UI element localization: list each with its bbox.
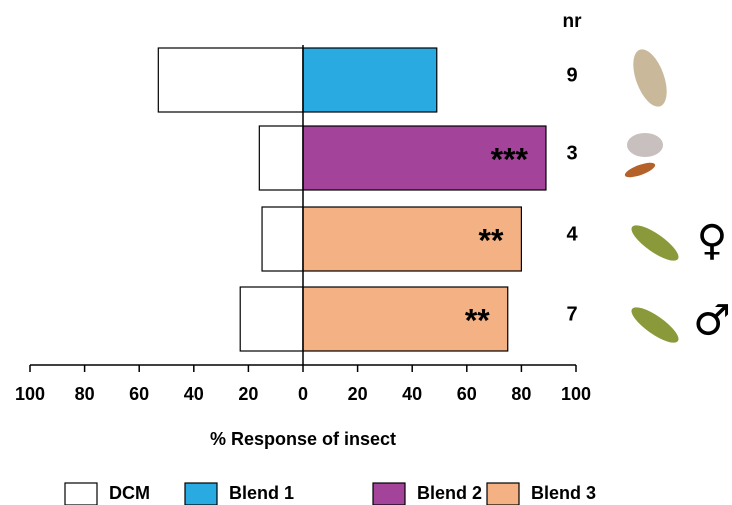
sex-label: ♀: [697, 216, 728, 265]
x-tick-label: 40: [184, 384, 204, 404]
legend-label: Blend 3: [531, 483, 596, 503]
x-tick-label: 100: [15, 384, 45, 404]
significance-label: ***: [491, 141, 529, 177]
x-tick-label: 0: [298, 384, 308, 404]
x-tick-label: 100: [561, 384, 591, 404]
x-tick-label: 40: [402, 384, 422, 404]
x-tick-label: 20: [348, 384, 368, 404]
insect-images: [623, 45, 683, 348]
x-tick-label: 80: [511, 384, 531, 404]
legend-label: Blend 2: [417, 483, 482, 503]
x-tick-label: 20: [238, 384, 258, 404]
row-label: 9: [566, 64, 577, 86]
significance-label: **: [465, 302, 490, 338]
bar: [240, 287, 303, 351]
column-header: nr: [563, 11, 583, 32]
x-tick-label: 80: [75, 384, 95, 404]
insect-image: [627, 45, 674, 111]
significance-label: **: [478, 222, 503, 258]
bar: [303, 48, 437, 112]
insect-image: [627, 220, 683, 267]
sex-label: ♂: [693, 296, 731, 345]
bar: [259, 126, 303, 190]
legend-label: DCM: [109, 483, 150, 503]
bar: [158, 48, 303, 112]
x-tick-label: 60: [457, 384, 477, 404]
insect-image: [623, 160, 656, 180]
row-label: 7: [566, 303, 577, 325]
legend-swatch: [487, 483, 519, 505]
insect-image: [627, 302, 683, 349]
bar: [262, 207, 303, 271]
legend-swatch: [373, 483, 405, 505]
row-label: 3: [566, 142, 577, 164]
x-axis-label: % Response of insect: [210, 429, 396, 449]
chart: nr % Response of insect 100 80 60 40 20 0 20 40…: [0, 0, 732, 505]
legend-label: Blend 1: [229, 483, 294, 503]
row-label: 4: [566, 223, 578, 245]
insect-image: [627, 133, 663, 157]
legend-swatch: [65, 483, 97, 505]
x-tick-label: 60: [129, 384, 149, 404]
legend-swatch: [185, 483, 217, 505]
